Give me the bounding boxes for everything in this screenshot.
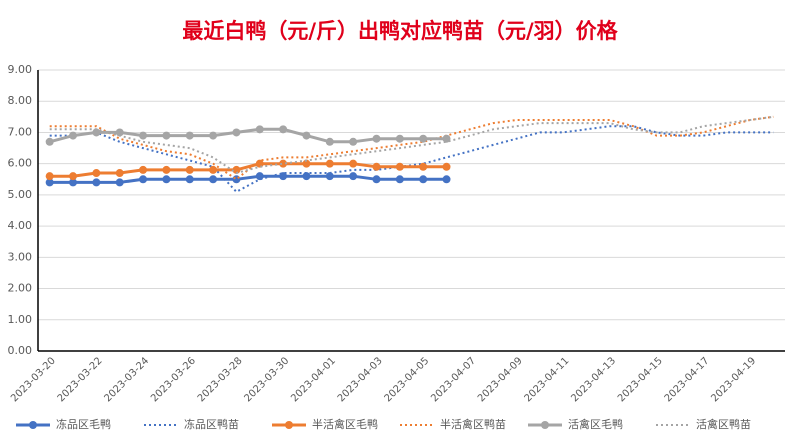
series-line: [49, 115, 774, 175]
x-tick-label: 2023-04-15: [616, 355, 665, 404]
series-marker: [232, 165, 241, 174]
series-marker: [162, 175, 171, 184]
legend-label: 冻品区毛鸭: [56, 417, 111, 431]
series-marker: [209, 175, 218, 184]
legend-label: 冻品区鸭苗: [184, 417, 239, 431]
legend-label: 活禽区毛鸭: [568, 417, 623, 431]
series-line: [49, 127, 447, 144]
y-tick-label: 9.00: [8, 63, 33, 76]
x-tick-label: 2023-04-13: [569, 355, 618, 404]
series-marker: [419, 175, 428, 184]
series-marker: [185, 131, 194, 140]
y-tick-label: 1.00: [8, 313, 33, 326]
series-line: [49, 174, 447, 184]
series-marker: [209, 131, 218, 140]
series-marker: [185, 165, 194, 174]
series-marker: [115, 128, 124, 137]
y-tick-label: 7.00: [8, 125, 33, 138]
x-tick-label: 2023-04-09: [476, 355, 525, 404]
y-tick-label: 6.00: [8, 157, 33, 170]
series-marker: [45, 178, 54, 187]
x-tick-label: 2023-04-01: [289, 355, 338, 404]
y-tick-label: 3.00: [8, 250, 33, 263]
x-tick-label: 2023-03-26: [149, 355, 198, 404]
series-marker: [115, 169, 124, 178]
series-marker: [255, 172, 264, 181]
series-marker: [232, 175, 241, 184]
series-marker: [325, 137, 334, 146]
series-marker: [139, 175, 148, 184]
legend-label: 半活禽区鸭苗: [440, 417, 506, 431]
series-line: [49, 115, 774, 181]
y-tick-label: 2.00: [8, 282, 33, 295]
x-tick-label: 2023-03-22: [56, 355, 105, 404]
series-marker: [372, 175, 381, 184]
series-marker: [419, 162, 428, 171]
series-marker: [69, 131, 78, 140]
series-marker: [92, 169, 101, 178]
x-tick-label: 2023-04-07: [429, 355, 478, 404]
series-marker: [279, 159, 288, 168]
series-marker: [349, 137, 358, 146]
series-marker: [232, 128, 241, 137]
series-marker: [185, 175, 194, 184]
series-marker: [395, 134, 404, 143]
series-marker: [395, 175, 404, 184]
x-tick-label: 2023-04-19: [709, 355, 758, 404]
series-marker: [349, 159, 358, 168]
series-marker: [162, 131, 171, 140]
series-marker: [419, 134, 428, 143]
y-tick-label: 4.00: [8, 219, 33, 232]
x-tick-label: 2023-03-20: [9, 355, 58, 404]
series-marker: [162, 165, 171, 174]
series-marker: [302, 159, 311, 168]
x-tick-label: 2023-03-28: [196, 355, 245, 404]
series-marker: [45, 137, 54, 146]
y-tick-label: 0.00: [8, 344, 33, 357]
legend-label: 半活禽区毛鸭: [312, 417, 378, 431]
series-line: [49, 162, 447, 178]
series-marker: [442, 175, 451, 184]
series-marker: [209, 165, 218, 174]
series-marker: [115, 178, 124, 187]
series-marker: [442, 162, 451, 171]
x-tick-label: 2023-04-05: [383, 355, 432, 404]
chart-title: 最近白鸭（元/斤）出鸭对应鸭苗（元/羽）价格: [182, 19, 618, 43]
y-tick-label: 8.00: [8, 94, 33, 107]
series-marker: [325, 159, 334, 168]
x-tick-label: 2023-03-24: [102, 355, 151, 404]
legend-marker: [29, 421, 37, 429]
series-marker: [279, 125, 288, 134]
series-marker: [139, 165, 148, 174]
series-marker: [302, 131, 311, 140]
series-marker: [92, 178, 101, 187]
series-marker: [69, 178, 78, 187]
series-marker: [325, 172, 334, 181]
x-tick-label: 2023-04-17: [663, 355, 712, 404]
series-marker: [372, 134, 381, 143]
x-tick-label: 2023-04-11: [523, 355, 572, 404]
series-marker: [45, 172, 54, 181]
y-tick-label: 5.00: [8, 188, 33, 201]
series-marker: [395, 162, 404, 171]
series-marker: [372, 162, 381, 171]
legend-marker: [541, 421, 549, 429]
series-marker: [69, 172, 78, 181]
series-marker: [349, 172, 358, 181]
series-marker: [255, 125, 264, 134]
legend-marker: [285, 421, 293, 429]
x-tick-label: 2023-03-30: [242, 355, 291, 404]
x-tick-label: 2023-04-03: [336, 355, 385, 404]
series-marker: [92, 128, 101, 137]
series-marker: [302, 172, 311, 181]
legend-label: 活禽区鸭苗: [696, 417, 751, 431]
series-marker: [139, 131, 148, 140]
